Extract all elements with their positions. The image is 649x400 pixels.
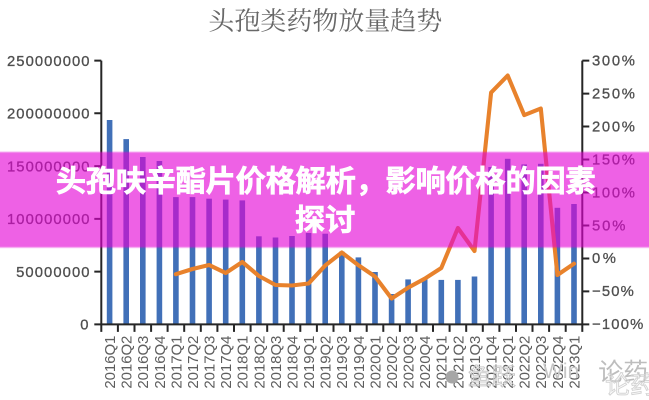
svg-text:−100%: −100% [592,317,643,333]
svg-text:2018Q1: 2018Q1 [235,336,252,389]
svg-text:200000000: 200000000 [7,107,90,123]
svg-text:0%: 0% [592,251,616,267]
svg-text:2022Q1: 2022Q1 [500,336,517,389]
svg-text:2017Q4: 2017Q4 [218,336,235,389]
svg-text:2018Q2: 2018Q2 [251,336,268,389]
svg-text:2023Q1: 2023Q1 [566,336,583,389]
svg-text:2016Q1: 2016Q1 [102,336,119,389]
svg-text:2019Q2: 2019Q2 [318,336,335,389]
svg-text:2017Q2: 2017Q2 [185,336,202,389]
svg-text:2020Q3: 2020Q3 [401,336,418,389]
svg-text:200%: 200% [592,119,635,135]
svg-text:Win: Win [543,360,579,383]
svg-text:250%: 250% [592,86,635,102]
svg-text:2022Q3: 2022Q3 [533,336,550,389]
svg-text:2022Q4: 2022Q4 [550,336,567,389]
svg-text:50000000: 50000000 [16,265,89,281]
svg-text:2021Q3: 2021Q3 [467,336,484,389]
svg-text:300%: 300% [592,53,635,69]
svg-text:2020Q4: 2020Q4 [417,336,434,389]
svg-text:2017Q3: 2017Q3 [202,336,219,389]
svg-text:2016Q4: 2016Q4 [152,336,169,389]
svg-text:250000000: 250000000 [7,54,90,70]
svg-text:2016Q2: 2016Q2 [119,336,136,389]
svg-text:2018Q3: 2018Q3 [268,336,285,389]
svg-text:2018Q4: 2018Q4 [284,336,301,389]
svg-text:2016Q3: 2016Q3 [135,336,152,389]
svg-text:2019Q1: 2019Q1 [301,336,318,389]
svg-text:0: 0 [80,318,88,334]
svg-text:2019Q3: 2019Q3 [334,336,351,389]
svg-text:2020Q1: 2020Q1 [367,336,384,389]
svg-text:−50%: −50% [592,284,634,300]
svg-text:2017Q1: 2017Q1 [168,336,185,389]
svg-text:2019Q4: 2019Q4 [351,336,368,389]
svg-text:2022Q2: 2022Q2 [517,336,534,389]
svg-text:2020Q2: 2020Q2 [384,336,401,389]
